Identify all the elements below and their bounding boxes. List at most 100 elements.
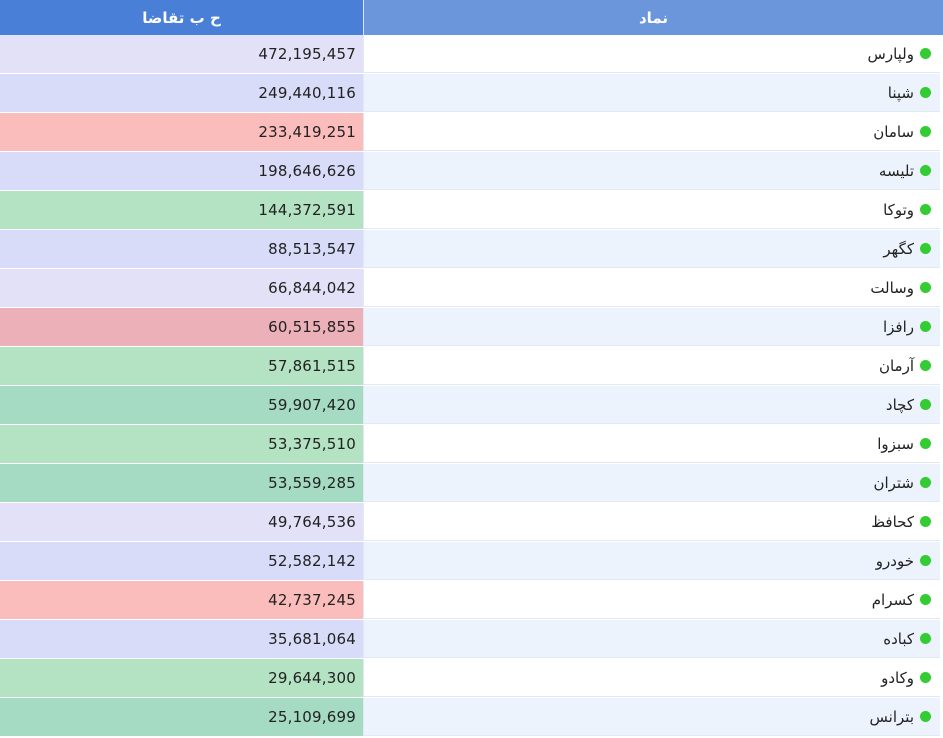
symbol-name[interactable]: سامان xyxy=(873,122,914,141)
table-row[interactable]: 42,737,245 کسرام xyxy=(0,581,943,620)
demand-value: 53,559,285 xyxy=(268,474,356,492)
table-row[interactable]: 25,109,699 بترانس xyxy=(0,698,943,737)
table-row[interactable]: 29,644,300 وکادو xyxy=(0,659,943,698)
status-dot-icon xyxy=(920,672,931,683)
demand-value-cell: 42,737,245 xyxy=(0,581,363,619)
table-row[interactable]: 53,375,510 سبزوا xyxy=(0,425,943,464)
symbol-cell[interactable]: شپنا xyxy=(363,74,940,112)
table-row[interactable]: 472,195,457 ولپارس xyxy=(0,35,943,74)
row-edge xyxy=(940,425,943,463)
status-dot-icon xyxy=(920,360,931,371)
row-edge xyxy=(940,347,943,385)
table-row[interactable]: 88,513,547 کگهر xyxy=(0,230,943,269)
symbol-name[interactable]: خودرو xyxy=(875,551,914,570)
symbol-name[interactable]: شپنا xyxy=(887,83,914,102)
demand-value-cell: 233,419,251 xyxy=(0,113,363,151)
status-dot-icon xyxy=(920,126,931,137)
demand-value-cell: 53,375,510 xyxy=(0,425,363,463)
symbol-cell[interactable]: کحافظ xyxy=(363,503,940,541)
symbol-cell[interactable]: کچاد xyxy=(363,386,940,424)
demand-value-cell: 472,195,457 xyxy=(0,35,363,73)
symbol-name[interactable]: ولپارس xyxy=(867,44,914,63)
symbol-name[interactable]: کچاد xyxy=(885,395,914,414)
row-edge xyxy=(940,230,943,268)
table-row[interactable]: 35,681,064 کباده xyxy=(0,620,943,659)
demand-value: 249,440,116 xyxy=(258,84,356,102)
symbol-name[interactable]: آرمان xyxy=(878,356,914,375)
symbol-name[interactable]: وتوکا xyxy=(883,200,914,219)
symbol-name[interactable]: بترانس xyxy=(869,707,914,726)
column-header-demand-label: ح ب تقاضا xyxy=(142,8,221,27)
demand-value: 53,375,510 xyxy=(268,435,356,453)
symbol-cell[interactable]: کسرام xyxy=(363,581,940,619)
symbol-cell[interactable]: تلیسه xyxy=(363,152,940,190)
row-edge xyxy=(940,698,943,736)
symbol-name[interactable]: کحافظ xyxy=(871,512,914,531)
symbol-name[interactable]: تلیسه xyxy=(878,161,914,180)
symbol-cell[interactable]: وکادو xyxy=(363,659,940,697)
symbol-cell[interactable]: وتوکا xyxy=(363,191,940,229)
table-row[interactable]: 60,515,855 رافزا xyxy=(0,308,943,347)
column-header-symbol[interactable]: نماد xyxy=(363,0,943,35)
column-header-demand[interactable]: ح ب تقاضا xyxy=(0,0,363,35)
symbol-name[interactable]: کباده xyxy=(883,629,914,648)
symbol-name[interactable]: رافزا xyxy=(882,317,914,336)
demand-value: 25,109,699 xyxy=(268,708,356,726)
status-dot-icon xyxy=(920,555,931,566)
status-dot-icon xyxy=(920,243,931,254)
symbol-cell[interactable]: آرمان xyxy=(363,347,940,385)
symbol-cell[interactable]: ولپارس xyxy=(363,35,940,73)
row-edge xyxy=(940,464,943,502)
symbol-cell[interactable]: سبزوا xyxy=(363,425,940,463)
symbol-name[interactable]: وکادو xyxy=(881,668,914,687)
status-dot-icon xyxy=(920,165,931,176)
table-row[interactable]: 59,907,420 کچاد xyxy=(0,386,943,425)
row-edge xyxy=(940,113,943,151)
demand-value-cell: 249,440,116 xyxy=(0,74,363,112)
demand-value: 66,844,042 xyxy=(268,279,356,297)
demand-value: 49,764,536 xyxy=(268,513,356,531)
symbol-cell[interactable]: شتران xyxy=(363,464,940,502)
symbol-cell[interactable]: سامان xyxy=(363,113,940,151)
demand-value: 59,907,420 xyxy=(268,396,356,414)
table-row[interactable]: 66,844,042 وسالت xyxy=(0,269,943,308)
table-row[interactable]: 249,440,116 شپنا xyxy=(0,74,943,113)
table-row[interactable]: 198,646,626 تلیسه xyxy=(0,152,943,191)
demand-value-cell: 49,764,536 xyxy=(0,503,363,541)
demand-value-cell: 88,513,547 xyxy=(0,230,363,268)
symbol-cell[interactable]: رافزا xyxy=(363,308,940,346)
table-row[interactable]: 49,764,536 کحافظ xyxy=(0,503,943,542)
demand-value: 57,861,515 xyxy=(268,357,356,375)
symbol-cell[interactable]: کباده xyxy=(363,620,940,658)
symbol-cell[interactable]: بترانس xyxy=(363,698,940,736)
demand-value-cell: 198,646,626 xyxy=(0,152,363,190)
row-edge xyxy=(940,542,943,580)
demand-value-cell: 25,109,699 xyxy=(0,698,363,736)
table-row[interactable]: 233,419,251 سامان xyxy=(0,113,943,152)
demand-value-cell: 35,681,064 xyxy=(0,620,363,658)
row-edge xyxy=(940,308,943,346)
demand-value-cell: 53,559,285 xyxy=(0,464,363,502)
demand-value-cell: 59,907,420 xyxy=(0,386,363,424)
symbol-name[interactable]: سبزوا xyxy=(877,434,914,453)
row-edge xyxy=(940,581,943,619)
symbol-name[interactable]: وسالت xyxy=(870,278,914,297)
symbol-name[interactable]: کگهر xyxy=(883,239,914,258)
demand-value: 472,195,457 xyxy=(258,45,356,63)
demand-value-cell: 144,372,591 xyxy=(0,191,363,229)
symbol-name[interactable]: شتران xyxy=(873,473,914,492)
row-edge xyxy=(940,659,943,697)
table-row[interactable]: 53,559,285 شتران xyxy=(0,464,943,503)
status-dot-icon xyxy=(920,711,931,722)
status-dot-icon xyxy=(920,204,931,215)
symbol-cell[interactable]: وسالت xyxy=(363,269,940,307)
status-dot-icon xyxy=(920,516,931,527)
table-row[interactable]: 144,372,591 وتوکا xyxy=(0,191,943,230)
status-dot-icon xyxy=(920,282,931,293)
symbol-cell[interactable]: کگهر xyxy=(363,230,940,268)
table-row[interactable]: 57,861,515 آرمان xyxy=(0,347,943,386)
demand-value-cell: 60,515,855 xyxy=(0,308,363,346)
table-row[interactable]: 52,582,142 خودرو xyxy=(0,542,943,581)
symbol-cell[interactable]: خودرو xyxy=(363,542,940,580)
symbol-name[interactable]: کسرام xyxy=(871,590,914,609)
